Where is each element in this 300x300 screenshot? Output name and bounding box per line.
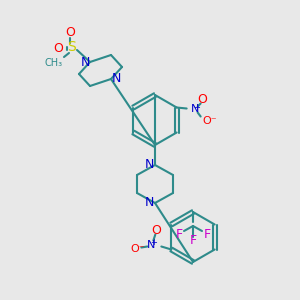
Text: O⁻: O⁻ xyxy=(130,244,145,254)
Text: F: F xyxy=(189,233,197,247)
Text: N: N xyxy=(80,56,90,68)
Text: O: O xyxy=(53,43,63,56)
Text: O: O xyxy=(65,26,75,40)
Text: N: N xyxy=(144,158,154,172)
Text: N: N xyxy=(190,104,199,115)
Text: N: N xyxy=(144,196,154,209)
Text: O: O xyxy=(152,224,161,237)
Text: F: F xyxy=(203,227,211,241)
Text: F: F xyxy=(176,227,183,241)
Text: O: O xyxy=(198,93,208,106)
Text: CH₃: CH₃ xyxy=(45,58,63,68)
Text: N: N xyxy=(147,239,155,250)
Text: O⁻: O⁻ xyxy=(202,116,217,127)
Text: +: + xyxy=(150,238,157,247)
Text: S: S xyxy=(68,40,76,54)
Text: N: N xyxy=(111,73,121,85)
Text: +: + xyxy=(193,103,200,112)
